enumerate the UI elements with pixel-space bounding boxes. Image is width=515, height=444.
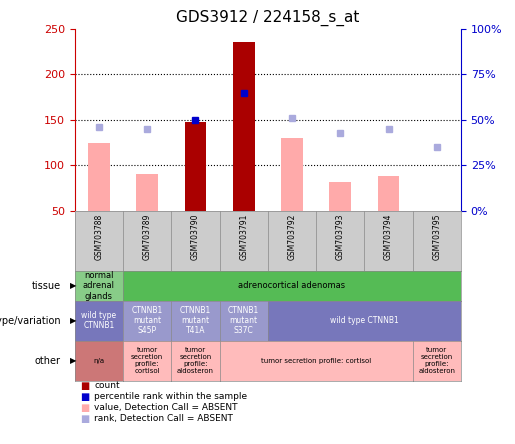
Text: ■: ■ <box>80 413 89 424</box>
Text: GSM703788: GSM703788 <box>94 214 104 260</box>
Text: value, Detection Call = ABSENT: value, Detection Call = ABSENT <box>94 403 238 412</box>
Text: CTNNB1
mutant
S37C: CTNNB1 mutant S37C <box>228 305 259 336</box>
Text: ■: ■ <box>80 392 89 402</box>
Text: adrenocortical adenomas: adrenocortical adenomas <box>238 281 346 290</box>
Text: GSM703794: GSM703794 <box>384 214 393 260</box>
Text: tumor secretion profile: cortisol: tumor secretion profile: cortisol <box>261 357 371 364</box>
Text: GSM703789: GSM703789 <box>143 214 151 260</box>
Bar <box>136 174 158 211</box>
Text: normal
adrenal
glands: normal adrenal glands <box>83 271 115 301</box>
Text: wild type CTNNB1: wild type CTNNB1 <box>330 316 399 325</box>
Bar <box>88 143 110 211</box>
Bar <box>330 182 351 211</box>
Text: ■: ■ <box>80 403 89 413</box>
Text: count: count <box>94 381 120 390</box>
Text: GSM703793: GSM703793 <box>336 214 345 260</box>
Text: ▶: ▶ <box>70 281 76 290</box>
Text: GSM703791: GSM703791 <box>239 214 248 260</box>
Bar <box>184 122 206 211</box>
Text: ▶: ▶ <box>70 316 76 325</box>
Text: tumor
secretion
profile:
aldosteron: tumor secretion profile: aldosteron <box>177 347 214 374</box>
Text: wild type
CTNNB1: wild type CTNNB1 <box>81 311 116 330</box>
Text: percentile rank within the sample: percentile rank within the sample <box>94 392 247 401</box>
Text: GSM703795: GSM703795 <box>432 214 441 260</box>
Bar <box>377 176 399 211</box>
Text: ■: ■ <box>80 381 89 391</box>
Text: GSM703790: GSM703790 <box>191 214 200 260</box>
Text: CTNNB1
mutant
T41A: CTNNB1 mutant T41A <box>180 305 211 336</box>
Text: tumor
secretion
profile:
aldosteron: tumor secretion profile: aldosteron <box>418 347 455 374</box>
Bar <box>233 42 254 211</box>
Text: other: other <box>35 356 61 365</box>
Text: genotype/variation: genotype/variation <box>0 316 61 325</box>
Text: ▶: ▶ <box>70 356 76 365</box>
Text: tissue: tissue <box>31 281 61 291</box>
Text: n/a: n/a <box>93 357 105 364</box>
Bar <box>281 138 303 211</box>
Text: GSM703792: GSM703792 <box>287 214 297 260</box>
Text: rank, Detection Call = ABSENT: rank, Detection Call = ABSENT <box>94 414 233 423</box>
Text: tumor
secretion
profile:
cortisol: tumor secretion profile: cortisol <box>131 347 163 374</box>
Text: CTNNB1
mutant
S45P: CTNNB1 mutant S45P <box>131 305 163 336</box>
Title: GDS3912 / 224158_s_at: GDS3912 / 224158_s_at <box>176 10 359 26</box>
